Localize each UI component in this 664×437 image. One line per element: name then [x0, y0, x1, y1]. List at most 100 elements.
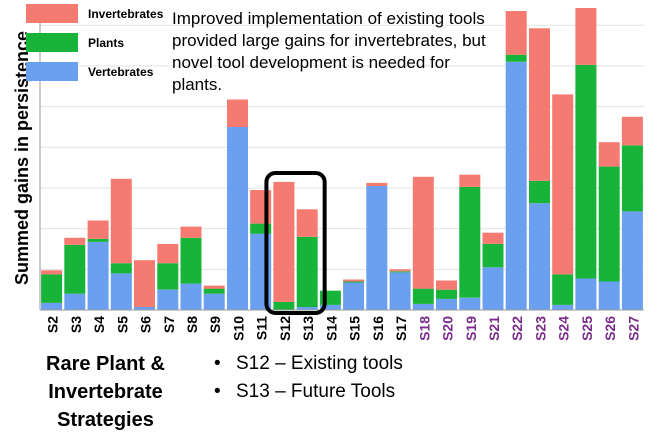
x-tick-labels: S2 S3 S4 S5 S6 S7 S8 S9 S10 S11 S12 S13 S14 S15 S16 S17… [45, 316, 642, 341]
strategies-title-line: Rare Plant & [46, 353, 165, 375]
annotation-line: novel tool development is needed for [172, 53, 450, 72]
x-tick-label: S5 [114, 316, 130, 333]
bar-s8-vertebrates [180, 283, 202, 310]
bar-s21-invertebrates [482, 232, 504, 244]
note-s13: S13 – Future Tools [214, 378, 403, 406]
legend-label-plants: Plants [88, 36, 124, 50]
bar-s9-vertebrates [203, 293, 225, 310]
x-tick-label: S14 [323, 316, 339, 341]
x-tick-label: S27 [625, 316, 641, 341]
bar-s9-invertebrates [203, 285, 225, 289]
bar-s2-vertebrates [41, 302, 63, 310]
annotation-line: plants. [172, 75, 222, 94]
bar-s23-invertebrates [529, 28, 550, 181]
note-s12: S12 – Existing tools [214, 350, 403, 378]
bar-s20-vertebrates [436, 298, 457, 310]
legend-swatch-invertebrates [26, 4, 78, 23]
annotation-line: provided large gains for invertebrates, … [172, 31, 486, 50]
x-tick-label: S16 [370, 316, 386, 341]
highlight-box [264, 171, 327, 315]
stacked-bar-chart: S2 S3 S4 S5 S6 S7 S8 S9 S10 S11 S12 S13 S14 S15 S16 S17… [12, 4, 644, 341]
bar-s18-invertebrates [412, 176, 434, 289]
bar-s8-plants [180, 237, 202, 284]
bar-s17-invertebrates [389, 269, 411, 272]
bar-s13-plants [296, 236, 318, 307]
bar-s26-plants [598, 166, 620, 282]
legend: Invertebrates Plants Vertebrates [26, 4, 164, 81]
x-tick-label: S18 [416, 316, 432, 341]
bar-s9-plants [203, 288, 225, 294]
bar-s2-plants [41, 274, 63, 303]
bar-s22-invertebrates [505, 11, 527, 55]
bar-s5-invertebrates [110, 178, 132, 264]
x-tick-label: S8 [184, 316, 200, 333]
x-tick-label: S2 [45, 316, 61, 333]
bar-s23-plants [529, 180, 550, 204]
bar-s12-invertebrates [273, 181, 295, 302]
bar-s16-vertebrates [366, 185, 388, 310]
bar-s2-invertebrates [41, 270, 63, 275]
bar-s3-vertebrates [64, 293, 86, 310]
x-tick-label: S10 [231, 316, 247, 341]
bar-s20-invertebrates [436, 280, 457, 290]
bar-s6-invertebrates [134, 260, 155, 307]
strategies-title-line: Invertebrate [48, 381, 163, 403]
x-tick-label: S3 [68, 316, 84, 333]
bar-s27-invertebrates [621, 116, 643, 146]
bar-s19-plants [459, 186, 481, 298]
x-tick-label: S6 [138, 316, 154, 333]
bar-s15-invertebrates [343, 279, 365, 282]
bar-s25-vertebrates [575, 278, 597, 310]
x-tick-label: S17 [393, 316, 409, 341]
bar-s13-vertebrates [296, 306, 318, 310]
y-axis-label: Summed gains in persistence [12, 31, 32, 285]
bar-s3-invertebrates [64, 237, 86, 245]
bar-s5-vertebrates [110, 273, 132, 310]
bars [41, 8, 643, 311]
bar-s12-plants [273, 301, 295, 310]
bar-s23-vertebrates [529, 203, 550, 310]
bar-s4-vertebrates [87, 241, 109, 310]
bar-s7-vertebrates [157, 289, 179, 310]
x-tick-label: S9 [207, 316, 223, 333]
x-tick-label: S15 [347, 316, 363, 341]
x-tick-label: S26 [602, 316, 618, 341]
bar-s3-plants [64, 244, 86, 294]
bar-s6-vertebrates [134, 306, 155, 310]
x-tick-label: S22 [509, 316, 525, 341]
strategy-notes: S12 – Existing tools S13 – Future Tools [214, 350, 403, 406]
strategies-title: Rare Plant & Invertebrate Strategies [18, 350, 193, 434]
bar-s18-vertebrates [412, 303, 434, 310]
x-tick-label: S7 [161, 316, 177, 333]
bar-s25-plants [575, 64, 597, 279]
bar-s24-vertebrates [552, 304, 574, 310]
bar-s19-vertebrates [459, 297, 481, 310]
annotation: Improved implementation of existing tool… [172, 9, 486, 94]
legend-swatch-vertebrates [26, 62, 78, 81]
bar-s13-invertebrates [296, 209, 318, 237]
bar-s24-invertebrates [552, 94, 574, 275]
bar-s15-vertebrates [343, 282, 365, 310]
x-tick-label: S23 [533, 316, 549, 341]
bar-s27-plants [621, 145, 643, 212]
bar-s7-invertebrates [157, 243, 179, 264]
bar-s7-plants [157, 263, 179, 290]
bar-s4-plants [87, 238, 109, 242]
legend-label-vertebrates: Vertebrates [88, 65, 154, 79]
bar-s25-invertebrates [575, 8, 597, 65]
bar-s5-plants [110, 263, 132, 274]
bar-s27-vertebrates [621, 211, 643, 310]
x-tick-label: S20 [440, 316, 456, 341]
bar-s17-plants [389, 271, 411, 273]
x-tick-label: S19 [463, 316, 479, 341]
bar-s18-plants [412, 288, 434, 304]
bar-s26-invertebrates [598, 142, 620, 167]
bar-s10-invertebrates [227, 99, 248, 127]
x-tick-label: S12 [277, 316, 293, 341]
x-tick-label: S21 [486, 316, 502, 341]
x-tick-label: S11 [254, 316, 270, 340]
bar-s19-invertebrates [459, 174, 481, 187]
legend-swatch-plants [26, 33, 78, 52]
bar-s22-vertebrates [505, 61, 527, 311]
x-tick-label: S25 [579, 316, 595, 341]
